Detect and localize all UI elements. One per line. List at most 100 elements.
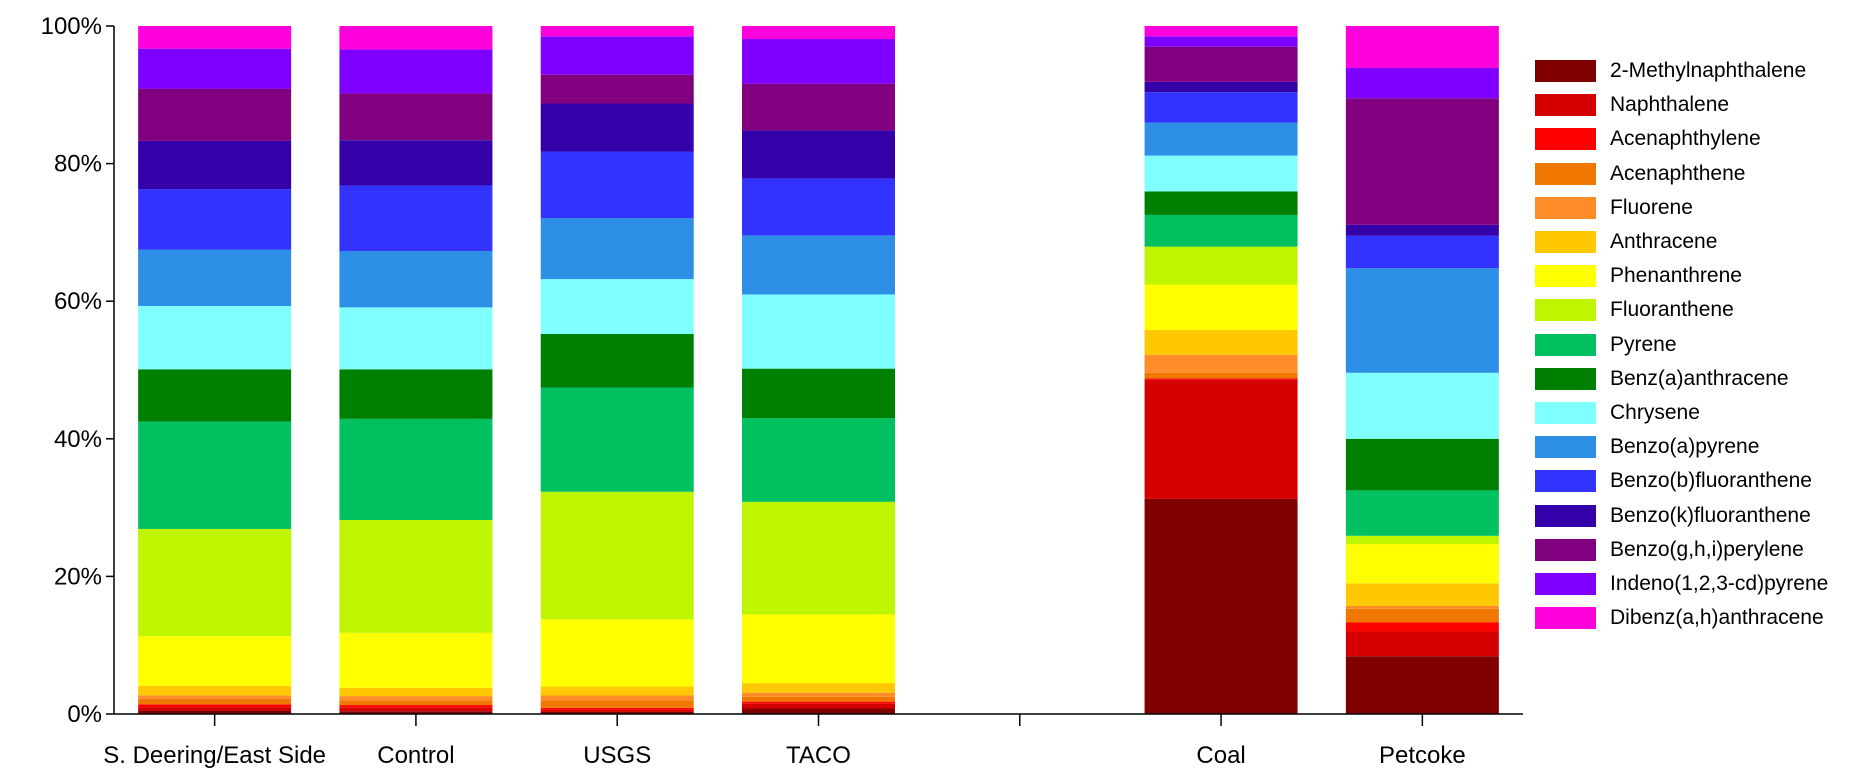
bar-segment-5-8: [1144, 214, 1298, 247]
legend-label: Fluoranthene: [1610, 298, 1734, 322]
legend-item: Naphthalene: [1535, 88, 1828, 122]
bar-segment-6-16: [1345, 26, 1499, 68]
bar-segment-0-11: [138, 249, 292, 307]
bar-segment-0-6: [138, 636, 292, 686]
bar-segment-1-14: [339, 93, 493, 141]
legend-swatch: [1535, 504, 1596, 527]
y-tick-label: 60%: [54, 288, 102, 315]
bar-segment-3-0: [742, 708, 895, 714]
bar-segment-6-6: [1345, 544, 1499, 584]
bar-segment-1-8: [339, 418, 493, 520]
bar-segment-5-2: [1144, 378, 1298, 380]
bar-segment-0-14: [138, 88, 292, 141]
legend-swatch: [1535, 299, 1596, 322]
bar-segment-3-1: [742, 703, 895, 709]
legend-swatch: [1535, 470, 1596, 493]
x-tick-label: Petcoke: [1379, 742, 1466, 769]
legend-label: Indeno(1,2,3-cd)pyrene: [1610, 571, 1829, 595]
legend-swatch: [1535, 60, 1596, 83]
bar-segment-3-12: [742, 178, 895, 236]
legend-swatch: [1535, 162, 1596, 185]
bar-segment-3-14: [742, 83, 895, 131]
legend-item: Acenaphthene: [1535, 157, 1828, 191]
bar-segment-5-5: [1144, 330, 1298, 355]
legend-item: Indeno(1,2,3-cd)pyrene: [1535, 567, 1828, 601]
legend-item: Dibenz(a,h)anthracene: [1535, 601, 1828, 635]
bar-segment-5-16: [1144, 26, 1298, 37]
bar-segment-6-14: [1345, 98, 1499, 225]
bar-segment-5-0: [1144, 498, 1298, 714]
bar-segment-3-9: [742, 368, 895, 419]
bar-segment-0-4: [138, 695, 292, 699]
bar-segment-0-2: [138, 704, 292, 708]
bar-segment-1-0: [339, 711, 493, 714]
legend-swatch: [1535, 231, 1596, 254]
bar-segment-6-12: [1345, 235, 1499, 269]
x-tick-label: Control: [377, 742, 454, 769]
bar-segment-5-14: [1144, 46, 1298, 82]
x-tick-label: USGS: [583, 742, 651, 769]
bar-segment-2-7: [540, 491, 694, 620]
legend-item: Pyrene: [1535, 328, 1828, 362]
bar-segment-1-5: [339, 687, 493, 697]
legend-label: 2-Methylnaphthalene: [1610, 59, 1807, 83]
bar-segment-0-10: [138, 306, 292, 370]
y-tick-label: 0%: [67, 701, 102, 728]
bar-segment-1-3: [339, 700, 493, 706]
bar-segment-3-4: [742, 692, 895, 697]
bar-segment-5-13: [1144, 81, 1298, 93]
bar-segment-1-4: [339, 696, 493, 701]
bar-segment-6-5: [1345, 583, 1499, 606]
bar-segment-1-15: [339, 49, 493, 94]
legend-label: Naphthalene: [1610, 93, 1730, 117]
bar-segment-1-16: [339, 26, 493, 50]
bar-segment-3-10: [742, 294, 895, 369]
bar-segment-6-0: [1345, 656, 1499, 714]
legend-swatch: [1535, 607, 1596, 630]
legend-swatch: [1535, 538, 1596, 561]
legend-label: Acenaphthene: [1610, 161, 1746, 185]
bar-segment-3-7: [742, 501, 895, 615]
legend-swatch: [1535, 333, 1596, 356]
bar-segment-3-5: [742, 683, 895, 693]
x-tick-label: TACO: [786, 742, 851, 769]
bar-segment-5-6: [1144, 284, 1298, 331]
bar-segment-5-7: [1144, 246, 1298, 285]
legend-item: Fluoranthene: [1535, 293, 1828, 327]
bar-segment-5-11: [1144, 122, 1298, 156]
bar-segment-0-13: [138, 140, 292, 190]
legend-label: Acenaphthylene: [1610, 127, 1761, 151]
legend-item: Fluorene: [1535, 191, 1828, 225]
bar-segment-2-9: [540, 333, 694, 388]
bar-segment-5-15: [1144, 36, 1298, 47]
legend-swatch: [1535, 265, 1596, 288]
bar-segment-2-16: [540, 26, 694, 37]
bar-segment-6-3: [1345, 608, 1499, 623]
bar-segment-2-12: [540, 151, 694, 219]
bar-segment-2-1: [540, 709, 694, 712]
bar-segment-3-15: [742, 39, 895, 84]
bar-segment-1-9: [339, 369, 493, 419]
bar-segment-6-10: [1345, 372, 1499, 439]
bar-segment-2-6: [540, 619, 694, 687]
legend-item: Benzo(g,h,i)perylene: [1535, 533, 1828, 567]
bar-segment-2-14: [540, 74, 694, 104]
bar-segment-0-8: [138, 421, 292, 529]
bar-segment-6-8: [1345, 490, 1499, 536]
legend-swatch: [1535, 436, 1596, 459]
bar-segment-2-8: [540, 387, 694, 492]
legend-item: Benz(a)anthracene: [1535, 362, 1828, 396]
legend-item: 2-Methylnaphthalene: [1535, 54, 1828, 88]
legend-label: Anthracene: [1610, 230, 1718, 254]
legend-item: Anthracene: [1535, 225, 1828, 259]
bar-segment-3-6: [742, 614, 895, 684]
bar-segment-6-13: [1345, 224, 1499, 236]
bar-segment-2-4: [540, 695, 694, 701]
bar-segment-1-12: [339, 185, 493, 251]
legend-label: Fluorene: [1610, 195, 1693, 219]
legend-label: Benzo(k)fluoranthene: [1610, 503, 1811, 527]
bar-segment-6-11: [1345, 268, 1499, 373]
legend-item: Benzo(a)pyrene: [1535, 430, 1828, 464]
axes-layer: 0% 20% 40% 60% 80% 100% S. Deering/East Side Co…: [41, 13, 1523, 769]
